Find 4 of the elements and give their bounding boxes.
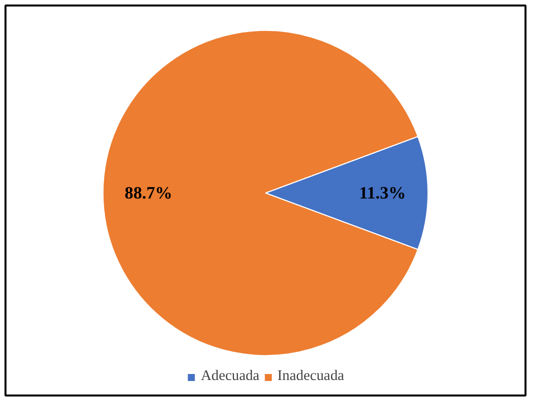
legend-label: Inadecuada [277,368,344,385]
legend-label: Adecuada [200,368,260,385]
data-label: 11.3% [359,184,406,202]
data-label: 88.7% [124,184,172,202]
